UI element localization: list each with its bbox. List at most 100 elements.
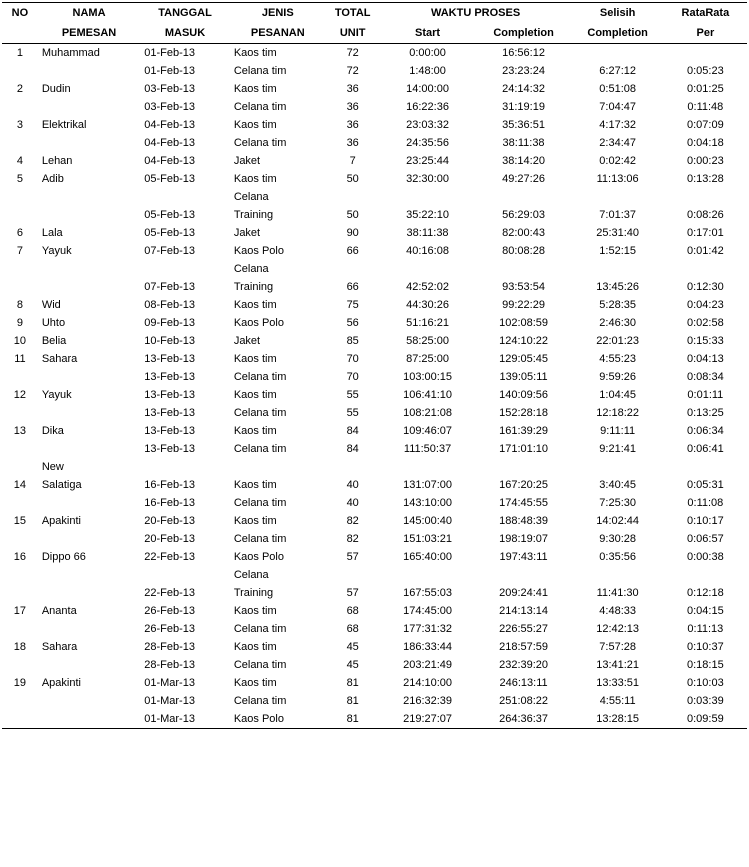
cell-selisih: 0:35:56	[572, 548, 664, 566]
cell-nama	[38, 530, 140, 548]
cell-start: 111:50:37	[380, 440, 476, 458]
cell-tanggal: 16-Feb-13	[140, 494, 230, 512]
cell-rata: 0:06:41	[664, 440, 747, 458]
cell-jenis: Celana tim	[230, 620, 326, 638]
cell-tanggal: 05-Feb-13	[140, 224, 230, 242]
cell-completion: 174:45:55	[476, 494, 572, 512]
cell-start: 109:46:07	[380, 422, 476, 440]
cell-nama	[38, 440, 140, 458]
cell-no: 17	[2, 602, 38, 620]
cell-selisih: 4:55:11	[572, 692, 664, 710]
cell-selisih	[572, 566, 664, 584]
cell-total: 40	[326, 494, 380, 512]
cell-total: 81	[326, 674, 380, 692]
cell-tanggal: 04-Feb-13	[140, 152, 230, 170]
cell-tanggal: 07-Feb-13	[140, 278, 230, 296]
cell-total: 81	[326, 692, 380, 710]
cell-jenis: Kaos tim	[230, 638, 326, 656]
header-no: NO	[2, 3, 38, 24]
cell-total: 81	[326, 710, 380, 729]
cell-total: 36	[326, 134, 380, 152]
table-row: 01-Mar-13Celana tim81216:32:39251:08:224…	[2, 692, 747, 710]
cell-completion: 218:57:59	[476, 638, 572, 656]
cell-completion: 38:11:38	[476, 134, 572, 152]
cell-nama	[38, 98, 140, 116]
cell-rata	[664, 566, 747, 584]
cell-total: 68	[326, 602, 380, 620]
cell-jenis: Training	[230, 206, 326, 224]
table-row: Celana	[2, 566, 747, 584]
header-tanggal: TANGGAL	[140, 3, 230, 24]
table-row: 7Yayuk07-Feb-13Kaos Polo6640:16:0880:08:…	[2, 242, 747, 260]
table-row: 13-Feb-13Celana tim55108:21:08152:28:181…	[2, 404, 747, 422]
cell-rata: 0:13:25	[664, 404, 747, 422]
cell-jenis: Celana tim	[230, 98, 326, 116]
cell-rata: 0:13:28	[664, 170, 747, 188]
cell-no: 19	[2, 674, 38, 692]
cell-tanggal: 13-Feb-13	[140, 386, 230, 404]
cell-start	[380, 566, 476, 584]
cell-tanggal	[140, 188, 230, 206]
cell-rata: 0:03:39	[664, 692, 747, 710]
cell-total: 50	[326, 170, 380, 188]
cell-nama	[38, 278, 140, 296]
cell-no	[2, 278, 38, 296]
cell-completion: 264:36:37	[476, 710, 572, 729]
header-total: TOTAL	[326, 3, 380, 24]
table-row: 28-Feb-13Celana tim45203:21:49232:39:201…	[2, 656, 747, 674]
table-row: 6Lala05-Feb-13Jaket9038:11:3882:00:4325:…	[2, 224, 747, 242]
cell-tanggal: 26-Feb-13	[140, 620, 230, 638]
cell-nama: Muhammad	[38, 44, 140, 63]
cell-nama	[38, 368, 140, 386]
table-row: 13-Feb-13Celana tim84111:50:37171:01:109…	[2, 440, 747, 458]
cell-jenis: Celana tim	[230, 134, 326, 152]
cell-total: 84	[326, 440, 380, 458]
cell-completion: 198:19:07	[476, 530, 572, 548]
cell-selisih: 13:41:21	[572, 656, 664, 674]
cell-jenis: Training	[230, 278, 326, 296]
cell-nama	[38, 260, 140, 278]
cell-start	[380, 458, 476, 476]
cell-completion: 56:29:03	[476, 206, 572, 224]
cell-tanggal: 04-Feb-13	[140, 134, 230, 152]
table-row: 15Apakinti20-Feb-13Kaos tim82145:00:4018…	[2, 512, 747, 530]
cell-jenis: Kaos tim	[230, 476, 326, 494]
cell-jenis: Celana tim	[230, 656, 326, 674]
cell-no	[2, 458, 38, 476]
cell-total: 36	[326, 98, 380, 116]
table-row: Celana	[2, 188, 747, 206]
cell-rata: 0:05:31	[664, 476, 747, 494]
cell-jenis: Kaos tim	[230, 116, 326, 134]
table-row: 12Yayuk13-Feb-13Kaos tim55106:41:10140:0…	[2, 386, 747, 404]
cell-completion: 232:39:20	[476, 656, 572, 674]
cell-tanggal: 05-Feb-13	[140, 170, 230, 188]
cell-no: 8	[2, 296, 38, 314]
cell-tanggal: 16-Feb-13	[140, 476, 230, 494]
cell-nama: Salatiga	[38, 476, 140, 494]
cell-nama: Wid	[38, 296, 140, 314]
cell-tanggal: 13-Feb-13	[140, 440, 230, 458]
table-row: 17Ananta26-Feb-13Kaos tim68174:45:00214:…	[2, 602, 747, 620]
cell-tanggal: 20-Feb-13	[140, 512, 230, 530]
cell-jenis: Celana	[230, 188, 326, 206]
header-completion2: Completion	[572, 23, 664, 44]
cell-no: 5	[2, 170, 38, 188]
cell-start: 219:27:07	[380, 710, 476, 729]
cell-total: 66	[326, 278, 380, 296]
cell-tanggal: 13-Feb-13	[140, 422, 230, 440]
cell-total: 90	[326, 224, 380, 242]
cell-jenis: Celana tim	[230, 62, 326, 80]
cell-start: 35:22:10	[380, 206, 476, 224]
cell-no	[2, 188, 38, 206]
cell-rata: 0:17:01	[664, 224, 747, 242]
cell-nama	[38, 188, 140, 206]
cell-rata: 0:00:38	[664, 548, 747, 566]
cell-start: 14:00:00	[380, 80, 476, 98]
cell-selisih	[572, 188, 664, 206]
table-row: 13-Feb-13Celana tim70103:00:15139:05:119…	[2, 368, 747, 386]
table-row: 8Wid08-Feb-13Kaos tim7544:30:2699:22:295…	[2, 296, 747, 314]
cell-rata: 0:15:33	[664, 332, 747, 350]
cell-rata: 0:04:18	[664, 134, 747, 152]
cell-completion: 167:20:25	[476, 476, 572, 494]
cell-no: 7	[2, 242, 38, 260]
